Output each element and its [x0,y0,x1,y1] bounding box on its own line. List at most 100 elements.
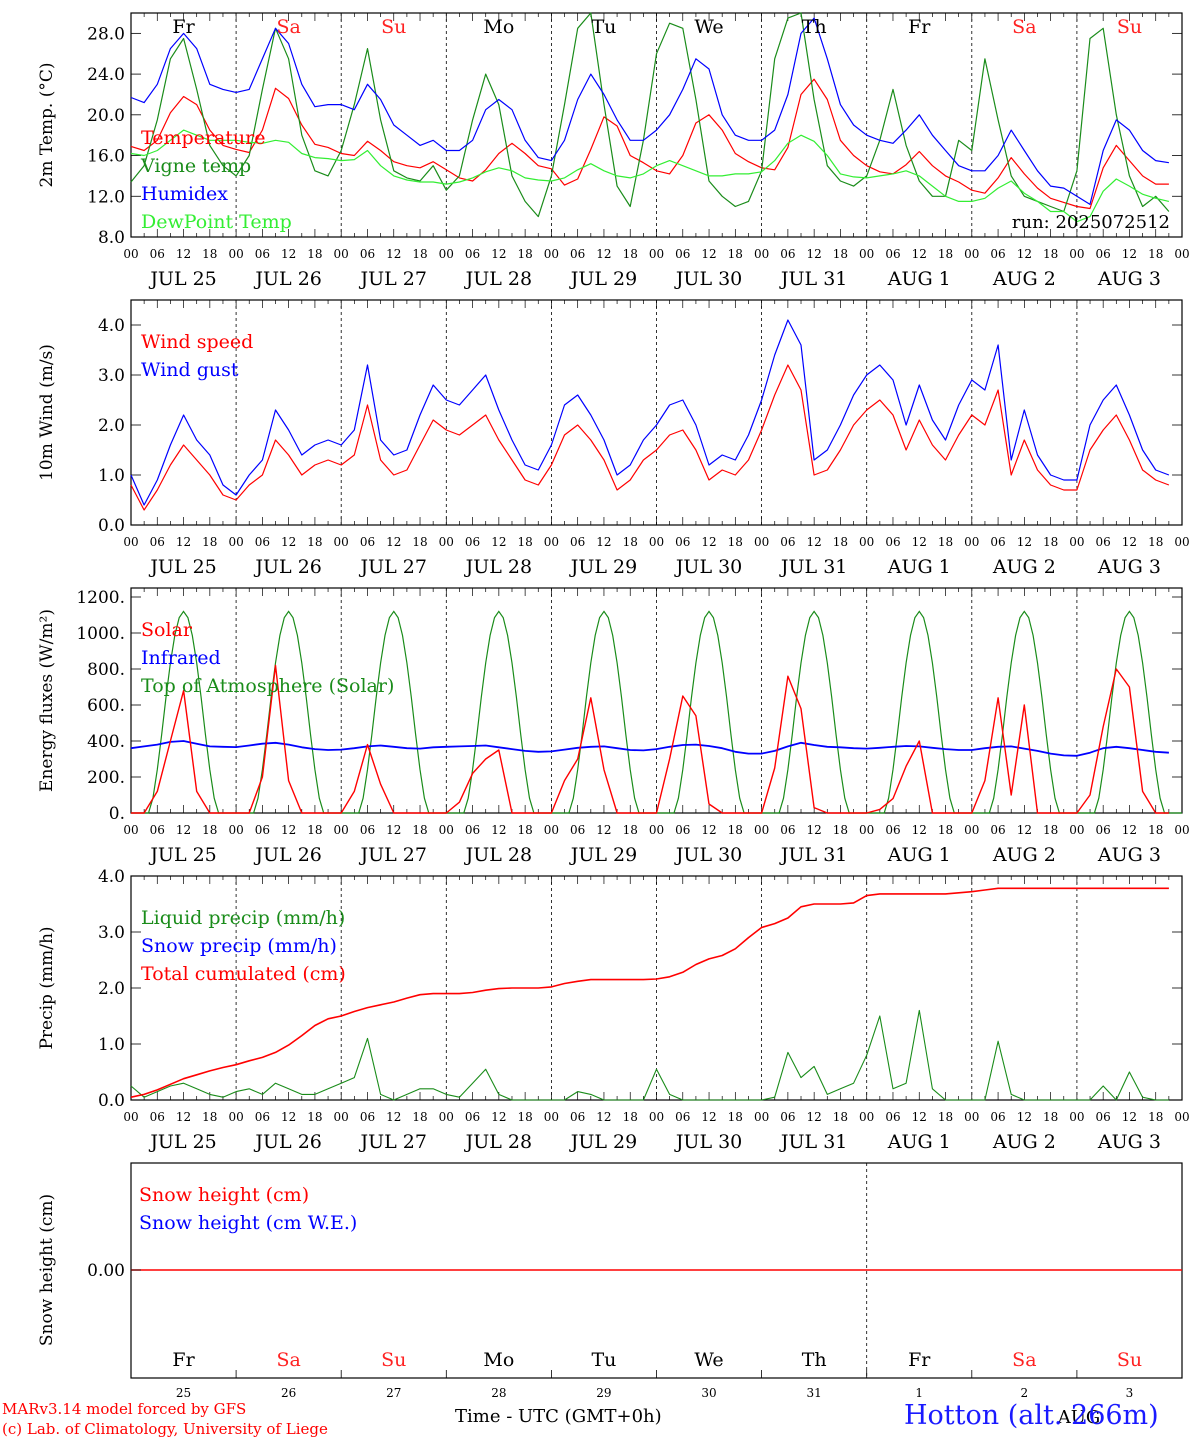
hour-tick-label: 12 [281,535,296,549]
y-axis-label: Snow height (cm) [37,1194,57,1346]
hour-tick-label: 18 [307,1110,322,1124]
station-label: Hotton (alt. 266m) [904,1400,1159,1431]
hour-tick-label: 18 [1043,823,1058,837]
hour-tick-label: 12 [701,247,716,261]
hour-tick-label: 18 [202,535,217,549]
model-credit: MARv3.14 model forced by GFS [2,1400,247,1418]
y-tick-label: 0.0 [98,1091,125,1111]
day-number: 2 [1021,1386,1029,1400]
hour-tick-label: 00 [1174,247,1189,261]
day-name: Su [381,16,406,38]
legend-entry: Vigne temp [140,155,251,177]
date-label: JUL 28 [464,844,532,866]
y-tick-label: 20.0 [87,106,125,126]
date-label: AUG 3 [1097,556,1161,578]
hour-tick-label: 06 [255,535,270,549]
y-tick-label: 1200. [76,588,125,608]
date-label: AUG 1 [887,844,951,866]
y-tick-label: 2.0 [98,416,125,436]
run-label: run: 2025072512 [1012,212,1170,233]
hour-tick-label: 12 [1122,247,1137,261]
hour-tick-label: 06 [885,823,900,837]
hour-tick-label: 00 [439,823,454,837]
y-tick-label: 0.00 [87,1261,125,1281]
hour-tick-label: 12 [596,1110,611,1124]
series-liquid-precip [130,1009,1169,1101]
hour-tick-label: 12 [912,247,927,261]
hour-tick-label: 18 [412,1110,427,1124]
hour-tick-label: 12 [176,247,191,261]
date-label: JUL 25 [148,844,216,866]
hour-tick-label: 18 [307,535,322,549]
hour-tick-label: 06 [675,823,690,837]
hour-tick-label: 00 [754,823,769,837]
legend-entry: Wind speed [141,331,253,353]
hour-tick-label: 18 [938,247,953,261]
hour-tick-label: 18 [202,823,217,837]
legend-entry: Snow height (cm) [139,1184,309,1206]
hour-tick-label: 00 [439,247,454,261]
hour-tick-label: 00 [964,823,979,837]
date-label: JUL 26 [253,844,321,866]
day-name: Su [1117,1349,1142,1371]
hour-tick-label: 18 [728,823,743,837]
hour-tick-label: 18 [1148,247,1163,261]
hour-tick-label: 06 [465,1110,480,1124]
hour-tick-label: 00 [123,1110,138,1124]
y-tick-label: 200. [87,768,125,788]
hour-tick-label: 12 [807,1110,822,1124]
y-tick-label: 0.0 [98,516,125,536]
hour-tick-label: 18 [728,1110,743,1124]
hour-tick-label: 18 [1043,247,1058,261]
date-label: JUL 25 [148,268,216,290]
y-tick-label: 12.0 [87,187,125,207]
y-tick-label: 3.0 [98,366,125,386]
hour-tick-label: 06 [465,247,480,261]
hour-tick-label: 12 [912,535,927,549]
hour-tick-label: 06 [780,247,795,261]
hour-tick-label: 00 [439,535,454,549]
hour-tick-label: 06 [990,535,1005,549]
hour-tick-label: 12 [1122,535,1137,549]
hour-tick-label: 12 [596,535,611,549]
hour-tick-label: 00 [544,1110,559,1124]
hour-tick-label: 06 [990,823,1005,837]
hour-tick-label: 00 [439,1110,454,1124]
date-label: JUL 29 [569,1131,637,1153]
legend-entry: Wind gust [141,359,239,381]
hour-tick-label: 06 [1096,823,1111,837]
hour-tick-label: 18 [1043,535,1058,549]
y-tick-label: 1.0 [98,1035,125,1055]
date-label: JUL 26 [253,268,321,290]
hour-tick-label: 06 [465,535,480,549]
date-label: JUL 27 [359,1131,427,1153]
hour-tick-label: 00 [334,535,349,549]
y-tick-label: 28.0 [87,24,125,44]
legend-entry: Temperature [141,127,265,149]
hour-tick-label: 06 [885,535,900,549]
series-total-cumulated [130,887,1169,1098]
hour-tick-label: 00 [859,823,874,837]
y-tick-label: 4.0 [98,316,125,336]
hour-tick-label: 00 [1174,823,1189,837]
hour-tick-label: 18 [307,247,322,261]
hour-tick-label: 06 [360,823,375,837]
y-tick-label: 800. [87,660,125,680]
hour-tick-label: 12 [1017,535,1032,549]
day-name: Tu [591,16,616,38]
day-name: Th [802,16,827,38]
hour-tick-label: 12 [491,823,506,837]
hour-tick-label: 06 [780,823,795,837]
hour-tick-label: 06 [360,1110,375,1124]
lab-credit: (c) Lab. of Climatology, University of L… [2,1420,328,1438]
hour-tick-label: 12 [281,1110,296,1124]
hour-tick-label: 18 [623,535,638,549]
month-label: AUG [1057,1407,1101,1428]
hour-tick-label: 18 [623,1110,638,1124]
legend-entry: Snow height (cm W.E.) [139,1212,357,1234]
hour-tick-label: 12 [701,1110,716,1124]
hour-tick-label: 18 [1148,1110,1163,1124]
hour-tick-label: 06 [885,1110,900,1124]
date-label: AUG 3 [1097,268,1161,290]
date-label: JUL 31 [779,556,847,578]
